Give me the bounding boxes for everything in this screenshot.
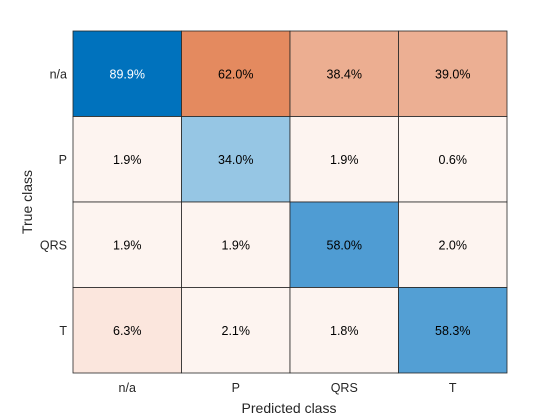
x-axis-tick-labels: n/a P QRS T <box>119 381 457 395</box>
x-tick-label: T <box>449 381 457 395</box>
cell-value-label: 58.3% <box>435 324 470 338</box>
heatmap-cell-n/a-QRS <box>289 30 399 117</box>
cell-value-label: 2.1% <box>222 324 251 338</box>
cell-value-label: 1.9% <box>330 153 359 167</box>
x-axis-label: Predicted class <box>242 400 337 416</box>
heatmap-cell-n/a-n/a <box>72 30 182 117</box>
y-axis-tick-labels: n/a P QRS T <box>40 67 67 338</box>
cell-value-label: 1.9% <box>222 238 251 252</box>
x-tick-label: QRS <box>331 381 358 395</box>
heatmap-cell-n/a-T <box>398 30 508 117</box>
y-tick-label: QRS <box>40 238 67 252</box>
heatmap-cell-T-T <box>398 287 508 374</box>
y-tick-label: P <box>59 153 67 167</box>
cell-value-label: 1.9% <box>113 153 142 167</box>
y-tick-label: n/a <box>50 67 67 81</box>
heatmap-cell-T-QRS <box>289 287 399 374</box>
heatmap-cells <box>72 30 508 374</box>
cell-value-label: 2.0% <box>439 238 468 252</box>
cell-value-label: 0.6% <box>439 153 468 167</box>
heatmap-cell-P-n/a <box>72 116 182 203</box>
heatmap-cell-QRS-P <box>181 201 291 288</box>
cell-value-label: 39.0% <box>435 67 470 81</box>
heatmap-cell-T-n/a <box>72 287 182 374</box>
heatmap-cell-QRS-T <box>398 201 508 288</box>
cell-value-label: 6.3% <box>113 324 142 338</box>
heatmap-cell-P-P <box>181 116 291 203</box>
heatmap-cell-T-P <box>181 287 291 374</box>
cell-value-label: 58.0% <box>327 238 362 252</box>
heatmap-cell-n/a-P <box>181 30 291 117</box>
cell-value-label: 1.9% <box>113 238 142 252</box>
heatmap-cell-P-T <box>398 116 508 203</box>
y-axis-label: True class <box>19 170 35 234</box>
cell-value-label: 38.4% <box>327 67 362 81</box>
cell-value-label: 34.0% <box>218 153 253 167</box>
y-tick-label: T <box>59 324 67 338</box>
x-tick-label: n/a <box>119 381 136 395</box>
x-tick-label: P <box>232 381 240 395</box>
heatmap-cell-labels: 89.9% 62.0% 38.4% 39.0% 1.9% 34.0% 1.9% 0.6% 1.9… <box>110 67 471 338</box>
cell-value-label: 62.0% <box>218 67 253 81</box>
cell-value-label: 89.9% <box>110 67 145 81</box>
cell-value-label: 1.8% <box>330 324 359 338</box>
